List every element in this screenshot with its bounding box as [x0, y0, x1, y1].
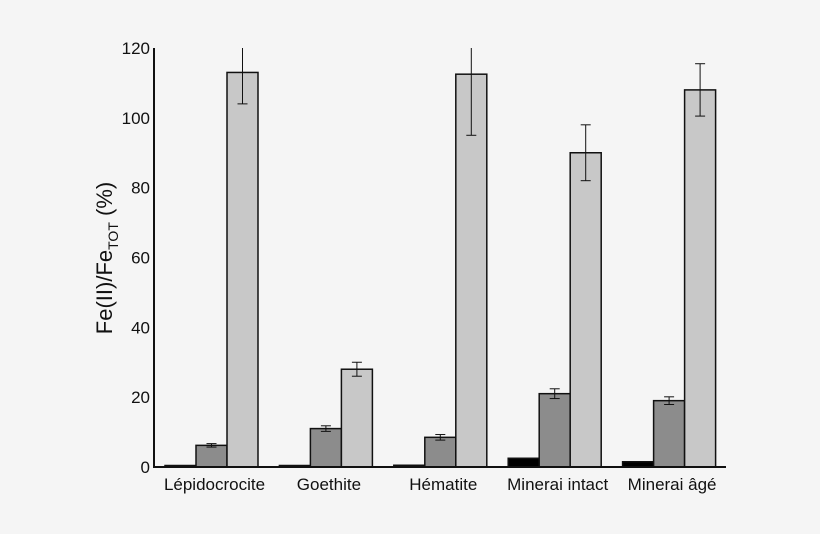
bar	[195, 444, 228, 468]
error-bars-layer	[206, 48, 706, 448]
category-label: Minerai âgé	[628, 475, 717, 494]
y-tick-labels: 0 20 40 60 80 100 120	[122, 39, 150, 477]
bar	[652, 399, 686, 468]
y-tick-label: 40	[131, 318, 150, 337]
category-label: Hématite	[409, 475, 477, 494]
bar	[507, 457, 540, 468]
bar	[569, 152, 602, 468]
y-tick-label: 80	[131, 179, 150, 198]
category-label: Lépidocrocite	[164, 475, 265, 494]
bar	[309, 427, 343, 468]
y-tick-label: 0	[141, 458, 150, 477]
bar	[538, 392, 571, 468]
bar	[340, 368, 374, 468]
category-label: Minerai intact	[507, 475, 608, 494]
y-axis-label: Fe(II)/FeTOT (%)	[92, 182, 121, 334]
y-tick-label: 100	[122, 109, 150, 128]
bars-layer	[164, 71, 717, 468]
bar	[683, 89, 717, 468]
category-labels: Lépidocrocite Goethite Hématite Minerai int…	[164, 475, 717, 494]
y-tick-label: 20	[131, 388, 150, 407]
category-label: Goethite	[297, 475, 361, 494]
y-tick-label: 60	[131, 249, 150, 268]
bar	[226, 71, 259, 468]
y-tick-label: 120	[122, 39, 150, 58]
bar	[424, 436, 457, 468]
bar	[455, 73, 488, 468]
